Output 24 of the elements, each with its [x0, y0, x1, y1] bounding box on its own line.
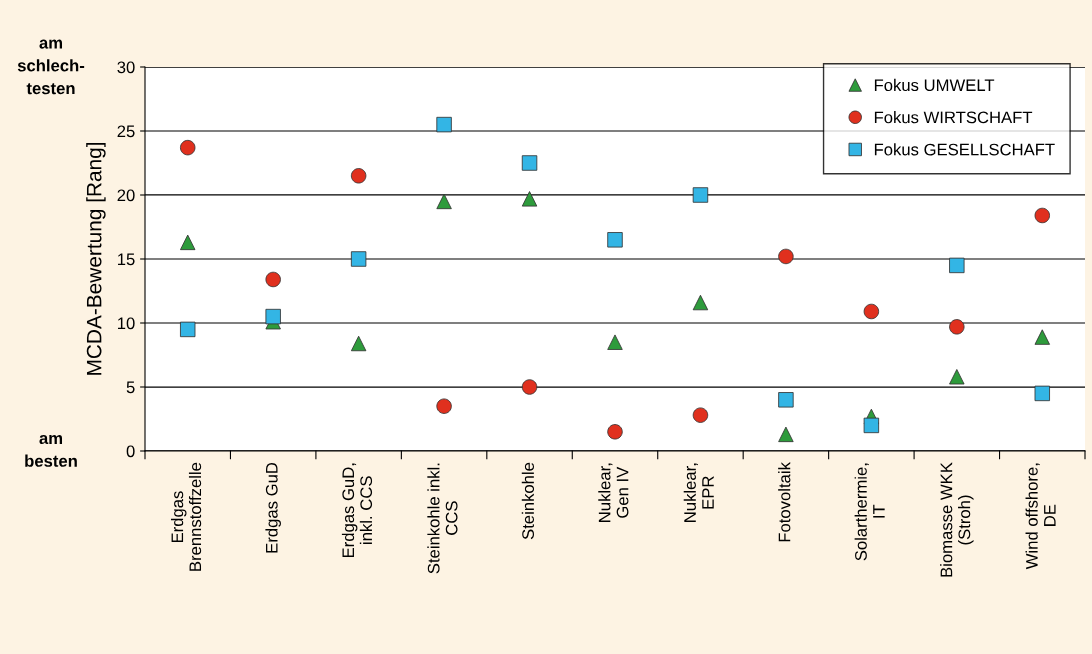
y-tick-label: 30 — [117, 61, 135, 74]
x-tick-label: Erdgas GuD, inkl. CCS — [341, 463, 373, 558]
x-tick-label: Steinkohle — [521, 462, 535, 540]
y-tick-label: 0 — [126, 445, 135, 458]
text: am schlech- testen — [17, 39, 85, 95]
y-tick-label: 20 — [117, 189, 135, 202]
x-tick-label: Erdgas Brennstoffzelle — [170, 462, 202, 571]
legend-label: Fokus UMWELT — [874, 78, 995, 92]
legend-label: Fokus WIRTSCHAFT — [874, 111, 1033, 124]
y-tick-label: 10 — [118, 317, 135, 330]
x-tick-label: Biomasse WKK (Stroh) — [940, 462, 974, 577]
y-axis-title: MCDA-Bewertung [Rang] — [86, 142, 106, 375]
x-tick-label: Wind offshore, DE — [1025, 463, 1056, 570]
x-tick-label: Solarthermie, IT — [854, 463, 885, 561]
y-tick-label: 5 — [126, 381, 135, 394]
x-tick-label: Erdgas GuD — [265, 462, 281, 553]
x-tick-label: Fotovoltaik — [778, 462, 791, 542]
x-tick-label: Nuklear, Gen IV — [598, 463, 629, 522]
x-tick-label: Steinkohle inkl. CCS — [427, 463, 458, 574]
x-tick-label: Nuklear, EPR — [683, 463, 714, 522]
text: am besten — [25, 434, 77, 467]
legend-label: Fokus GESELLSCHAFT — [874, 143, 1055, 156]
y-tick-label: 25 — [117, 125, 135, 138]
y-tick-label: 15 — [118, 253, 135, 266]
